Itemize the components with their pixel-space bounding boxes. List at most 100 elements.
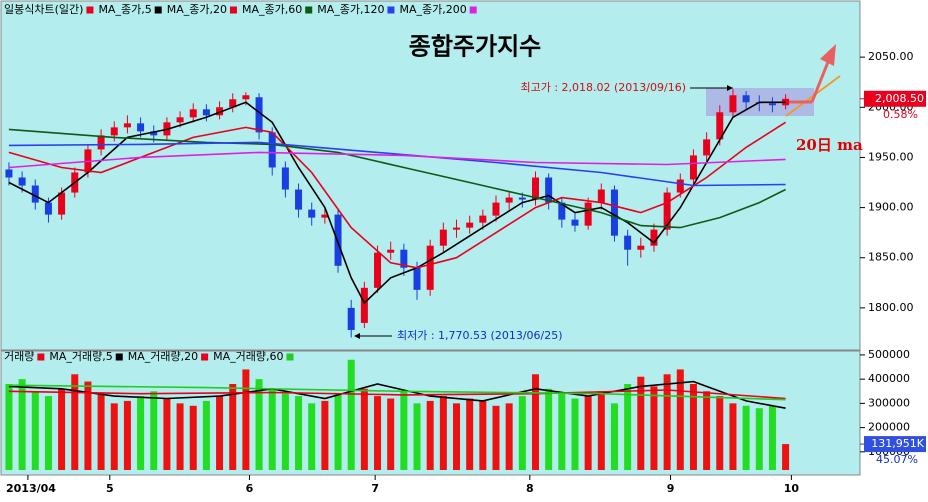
y-tick-label: 1950.00 bbox=[868, 150, 914, 163]
volume-bar bbox=[5, 383, 13, 470]
candle-body bbox=[18, 177, 26, 186]
candle-body bbox=[610, 189, 618, 236]
legend-label: MA_거래량,5 bbox=[49, 350, 112, 363]
legend-label: MA_종가,5 bbox=[98, 3, 151, 16]
volume-bar bbox=[426, 400, 434, 470]
volume-bar bbox=[268, 388, 276, 470]
candle-body bbox=[729, 95, 737, 113]
volume-bar bbox=[637, 376, 645, 470]
legend-swatch bbox=[286, 353, 294, 361]
legend-label: MA_거래량,20 bbox=[128, 350, 198, 363]
volume-bar bbox=[216, 396, 224, 470]
last-volume-label: 131,951K bbox=[871, 437, 924, 450]
legend-swatch bbox=[201, 353, 209, 361]
candle-body bbox=[492, 202, 500, 216]
volume-bar bbox=[163, 398, 171, 470]
candle-body bbox=[413, 267, 421, 290]
y-tick-label: 2050.00 bbox=[868, 50, 914, 63]
candle-body bbox=[689, 155, 697, 180]
candle-body bbox=[123, 123, 131, 128]
volume-bar bbox=[768, 405, 776, 470]
volume-bar bbox=[387, 398, 395, 470]
x-tick-label: 10 bbox=[784, 482, 800, 495]
volume-bar bbox=[150, 391, 158, 470]
candle-body bbox=[281, 167, 289, 190]
candle-body bbox=[255, 97, 263, 133]
candle-body bbox=[531, 177, 539, 200]
volume-bar bbox=[176, 403, 184, 470]
legend-label: MA_종가,120 bbox=[317, 3, 384, 16]
candle-body bbox=[110, 127, 118, 136]
candle-body bbox=[347, 307, 355, 330]
volume-bar bbox=[663, 374, 671, 470]
volume-bar bbox=[18, 379, 26, 470]
volume-bar bbox=[189, 405, 197, 470]
trend-arrow-head bbox=[820, 44, 836, 66]
candle-body bbox=[545, 177, 553, 203]
volume-bar bbox=[650, 386, 658, 470]
annotation: 20日 ma bbox=[796, 136, 863, 154]
volume-bar bbox=[321, 400, 329, 470]
candle-body bbox=[558, 202, 566, 220]
volume-bar bbox=[742, 405, 750, 470]
legend-swatch bbox=[37, 353, 45, 361]
volume-bar bbox=[281, 393, 289, 470]
volume-bar bbox=[453, 403, 461, 470]
volume-bar bbox=[347, 359, 355, 470]
volume-bar bbox=[97, 393, 105, 470]
volume-bar bbox=[374, 396, 382, 470]
legend-swatch bbox=[229, 6, 237, 14]
volume-bar bbox=[545, 388, 553, 470]
candle-body bbox=[5, 169, 13, 178]
legend-label: 일봉식차트(일간) bbox=[4, 2, 83, 16]
volume-bar bbox=[624, 383, 632, 470]
x-tick-label: 8 bbox=[526, 482, 534, 495]
ma-line bbox=[8, 121, 787, 269]
legend-label: MA_종가,60 bbox=[242, 3, 302, 16]
volume-bar bbox=[360, 388, 368, 470]
annotation: 최고가 : 2,018.02 (2013/09/16) bbox=[520, 81, 686, 94]
volume-bar bbox=[558, 393, 566, 470]
volume-bar bbox=[295, 396, 303, 470]
candle-body bbox=[268, 132, 276, 168]
volume-bar bbox=[84, 381, 92, 470]
legend-label: MA_거래량,60 bbox=[213, 350, 283, 363]
candle-body bbox=[703, 139, 711, 156]
legend-swatch bbox=[387, 6, 395, 14]
volume-bar bbox=[439, 396, 447, 470]
x-tick-label: 5 bbox=[106, 482, 114, 495]
volume-bar bbox=[413, 403, 421, 470]
candle-body bbox=[742, 95, 750, 103]
legend-swatch bbox=[86, 6, 94, 14]
ma-line bbox=[8, 151, 786, 169]
candle-body bbox=[58, 192, 66, 215]
y-tick-label: 1800.00 bbox=[868, 301, 914, 314]
x-tick-label: 7 bbox=[371, 482, 379, 495]
volume-bar bbox=[571, 398, 579, 470]
volume-bar bbox=[31, 391, 39, 470]
candle-body bbox=[637, 245, 645, 250]
volume-bar bbox=[44, 396, 52, 470]
candle-body bbox=[374, 252, 382, 288]
last-volume-sub: 45.07% bbox=[876, 453, 918, 466]
candle-body bbox=[439, 229, 447, 246]
y-tick-label: 200000 bbox=[868, 421, 910, 434]
volume-bar bbox=[229, 383, 237, 470]
y-tick-label: 400000 bbox=[868, 372, 910, 385]
x-tick-label: 6 bbox=[246, 482, 254, 495]
volume-bar bbox=[334, 393, 342, 470]
legend-swatch bbox=[469, 6, 477, 14]
candle-body bbox=[308, 209, 316, 218]
y-tick-label: 1850.00 bbox=[868, 251, 914, 264]
volume-bar bbox=[689, 383, 697, 470]
candle-body bbox=[44, 202, 52, 215]
volume-bar bbox=[202, 400, 210, 470]
volume-bar bbox=[610, 403, 618, 470]
last-price-sub: 0.58% bbox=[883, 108, 918, 121]
volume-bar bbox=[479, 400, 487, 470]
volume-bar bbox=[110, 403, 118, 470]
candle-body bbox=[387, 249, 395, 253]
volume-bar bbox=[703, 391, 711, 470]
ma-line bbox=[8, 384, 786, 401]
